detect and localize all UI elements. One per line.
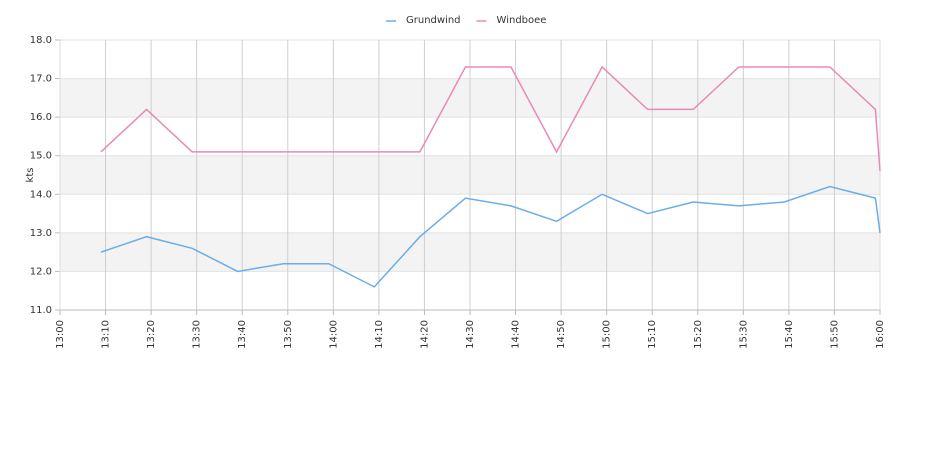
- x-tick-label: 13:40: [237, 320, 248, 349]
- x-tick-label: 14:20: [419, 320, 430, 349]
- x-tick-label: 15:20: [693, 320, 704, 349]
- x-tick-label: 14:00: [328, 320, 339, 349]
- line-series: [100, 185, 881, 288]
- legend-label: Grundwind: [406, 15, 461, 26]
- y-tick-label: 13.0: [30, 228, 52, 239]
- y-tick-label: 17.0: [30, 74, 52, 85]
- x-tick-label: 13:00: [55, 320, 66, 349]
- x-tick-label: 13:20: [146, 320, 157, 349]
- y-tick-label: 18.0: [30, 35, 52, 46]
- y-tick-label: 14.0: [30, 189, 52, 200]
- y-tick-label: 12.0: [30, 266, 52, 277]
- x-tick-label: 14:40: [511, 320, 522, 349]
- x-tick-label: 13:30: [192, 320, 203, 349]
- y-tick-label: 16.0: [30, 112, 52, 123]
- x-tick-label: 16:00: [875, 320, 886, 349]
- x-tick-label: 13:50: [283, 320, 294, 349]
- x-tick-label: 15:00: [602, 320, 613, 349]
- x-tick-label: 13:10: [101, 320, 112, 349]
- legend-label: Windboee: [497, 15, 547, 26]
- y-tick-label: 15.0: [30, 151, 52, 162]
- x-tick-label: 15:50: [829, 320, 840, 349]
- x-tick-label: 14:30: [465, 320, 476, 349]
- y-tick-label: 11.0: [30, 305, 52, 316]
- x-tick-label: 15:30: [738, 320, 749, 349]
- line-series: [100, 65, 881, 172]
- x-tick-label: 15:40: [784, 320, 795, 349]
- x-tick-label: 14:50: [556, 320, 567, 349]
- x-tick-label: 14:10: [374, 320, 385, 349]
- x-tick-label: 15:10: [647, 320, 658, 349]
- y-axis-label: kts: [25, 168, 36, 183]
